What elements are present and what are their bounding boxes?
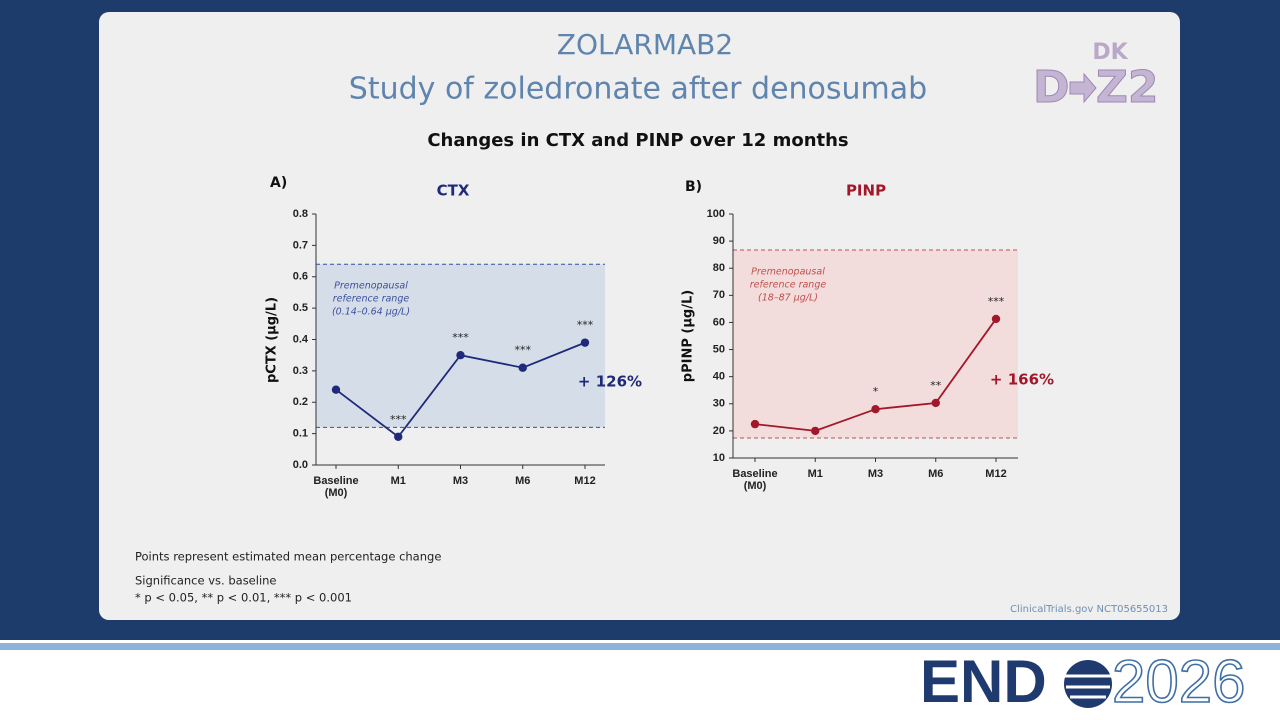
y-tick-label: 0.2 (293, 396, 308, 408)
y-tick-label: 0.3 (293, 365, 308, 377)
panel-label: A) (270, 175, 287, 191)
significance-label: *** (452, 331, 469, 344)
stripe (0, 640, 1280, 643)
logo-arrow (1069, 72, 1097, 104)
data-point (871, 405, 880, 414)
slide-card (99, 12, 1180, 620)
data-point (811, 426, 820, 436)
x-tick-label: M6 (928, 468, 944, 480)
y-axis-label: pPINP (µg/L) (681, 290, 696, 382)
significance-label: *** (577, 319, 594, 332)
logo-text: DK (1092, 40, 1128, 65)
source: ClinicalTrials.gov NCT05655013 (1010, 604, 1168, 615)
significance-label: *** (515, 344, 532, 357)
footnote: * p < 0.05, ** p < 0.01, *** p < 0.001 (135, 591, 352, 605)
stripe (0, 643, 1280, 650)
x-tick-label: Baseline (M0) (732, 468, 778, 492)
logo-text: Z2 (1096, 62, 1159, 113)
data-point (394, 432, 403, 441)
data-point (750, 419, 760, 429)
significance-label: ** (930, 379, 942, 392)
footer-logo: END (920, 648, 1047, 715)
significance-label: * (873, 385, 879, 398)
y-tick-label: 10 (713, 452, 725, 464)
reference-label: Premenopausal (751, 267, 825, 278)
x-tick-label: M3 (452, 475, 469, 487)
reference-label: Premenopausal (334, 281, 408, 292)
significance-label: *** (988, 295, 1005, 308)
x-tick-label: M1 (807, 468, 823, 480)
y-axis-label: pCTX (µg/L) (265, 297, 280, 383)
y-tick-label: 100 (707, 208, 725, 220)
reference-band (316, 264, 605, 428)
significance-label: *** (390, 413, 407, 426)
footer-logo: 2026 (1112, 648, 1245, 715)
y-tick-label: 70 (713, 289, 725, 301)
x-tick-label: Baseline (M0) (313, 475, 359, 499)
data-point (518, 363, 527, 372)
heading: Changes in CTX and PINP over 12 months (427, 130, 848, 151)
x-tick-label: M1 (390, 475, 406, 487)
chart-title: CTX (437, 182, 470, 200)
x-tick-label: M12 (574, 475, 596, 487)
footnote: Significance vs. baseline (135, 574, 277, 588)
slide-title: ZOLARMAB2 (557, 28, 733, 61)
y-tick-label: 0.8 (293, 208, 308, 220)
y-tick-label: 30 (713, 398, 725, 410)
reference-label: reference range (750, 280, 827, 291)
reference-label: (18–87 µg/L) (758, 293, 818, 304)
y-tick-label: 0.7 (293, 239, 308, 251)
change-label: + 166% (990, 371, 1054, 389)
x-tick-label: M6 (515, 475, 531, 487)
y-tick-label: 90 (713, 235, 725, 247)
panel-label: B) (685, 179, 702, 195)
change-label: + 126% (578, 373, 642, 391)
footer-globe (1064, 660, 1112, 708)
data-point (331, 385, 341, 394)
data-point (991, 314, 1001, 324)
y-tick-label: 80 (713, 262, 725, 274)
y-tick-label: 0.6 (293, 271, 308, 283)
data-point (456, 350, 465, 360)
logo-text: D (1033, 62, 1070, 113)
y-tick-label: 20 (713, 425, 725, 437)
reference-label: (0.14–0.64 µg/L) (332, 307, 410, 318)
chart-title: PINP (846, 182, 886, 200)
y-tick-label: 40 (713, 371, 725, 383)
y-tick-label: 60 (713, 316, 725, 328)
footnote: Points represent estimated mean percenta… (135, 550, 441, 564)
x-tick-label: M3 (867, 468, 884, 480)
data-point (931, 398, 940, 408)
y-tick-label: 0.0 (293, 459, 308, 471)
y-tick-label: 50 (713, 343, 725, 355)
y-tick-label: 0.1 (293, 428, 308, 440)
footer-globe (1064, 674, 1112, 699)
y-tick-label: 0.5 (293, 302, 308, 314)
y-tick-label: 0.4 (293, 333, 309, 345)
data-point (580, 338, 590, 347)
reference-label: reference range (333, 294, 410, 305)
slide-subtitle: Study of zoledronate after denosumab (349, 72, 927, 107)
x-tick-label: M12 (985, 468, 1007, 480)
